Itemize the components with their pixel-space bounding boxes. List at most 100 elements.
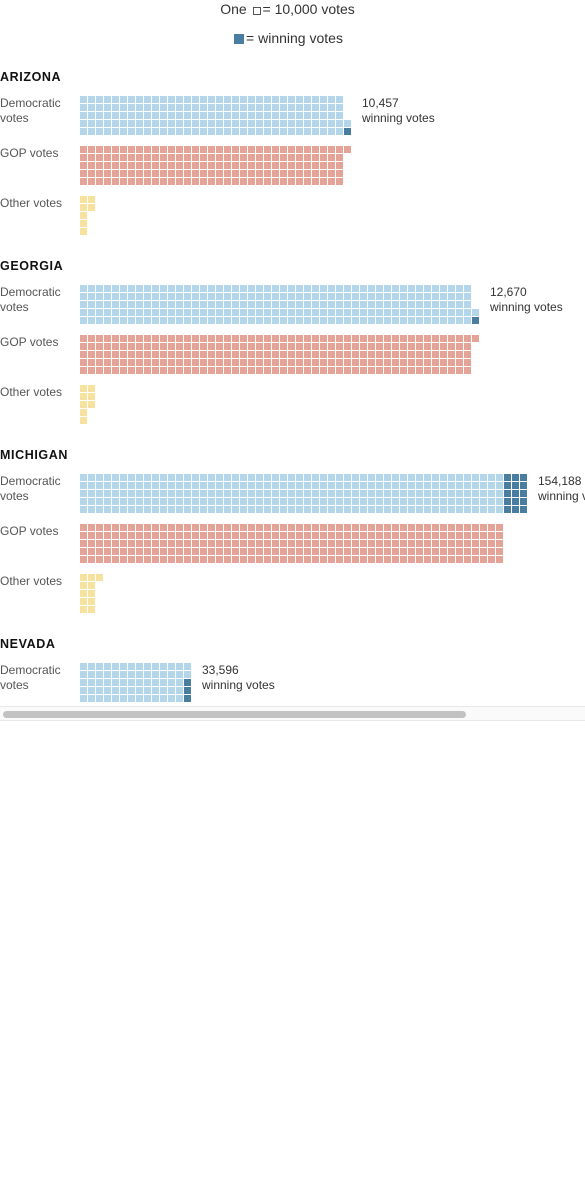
gop-vote-square [216, 524, 223, 531]
democratic-vote-square [104, 293, 111, 300]
democratic-vote-square [104, 112, 111, 119]
democratic-vote-square [200, 506, 207, 513]
gop-vote-square [176, 170, 183, 177]
horizontal-scrollbar[interactable] [0, 706, 585, 721]
gop-vote-square [184, 548, 191, 555]
other-vote-square [80, 228, 87, 235]
democratic-row-label: Democratic votes [0, 96, 61, 125]
gop-vote-square [464, 343, 471, 350]
democratic-vote-square [256, 317, 263, 324]
democratic-vote-square [272, 482, 279, 489]
democratic-vote-square [240, 96, 247, 103]
gop-vote-square [232, 532, 239, 539]
democratic-vote-square [144, 104, 151, 111]
gop-vote-square [152, 154, 159, 161]
democratic-vote-square [464, 482, 471, 489]
democratic-vote-square [480, 490, 487, 497]
gop-vote-square [360, 548, 367, 555]
dem-waffle [80, 474, 527, 513]
gop-vote-square [200, 154, 207, 161]
gop-vote-square [312, 524, 319, 531]
democratic-vote-square [256, 498, 263, 505]
democratic-vote-square [192, 96, 199, 103]
democratic-vote-square [144, 695, 151, 702]
gop-vote-square [320, 178, 327, 185]
gop-vote-square [472, 524, 479, 531]
gop-vote-square [264, 146, 271, 153]
democratic-vote-square [88, 317, 95, 324]
democratic-vote-square [328, 506, 335, 513]
democratic-vote-square [432, 474, 439, 481]
gop-vote-square [336, 556, 343, 563]
democratic-vote-square [184, 317, 191, 324]
gop-vote-square [208, 343, 215, 350]
democratic-vote-square [312, 96, 319, 103]
gop-vote-square [472, 556, 479, 563]
democratic-vote-square [248, 317, 255, 324]
democratic-vote-square [312, 482, 319, 489]
gop-vote-square [352, 359, 359, 366]
democratic-vote-square [448, 506, 455, 513]
democratic-vote-square [424, 293, 431, 300]
gop-vote-square [224, 343, 231, 350]
gop-vote-square [120, 343, 127, 350]
democratic-vote-square [408, 506, 415, 513]
gop-vote-square [336, 524, 343, 531]
gop-vote-square [344, 556, 351, 563]
chart-scroll-area[interactable]: ARIZONA Democratic votes 10,457 winning vote… [0, 60, 585, 706]
gop-vote-square [304, 351, 311, 358]
gop-vote-square [208, 367, 215, 374]
gop-vote-square [216, 170, 223, 177]
democratic-vote-square [120, 293, 127, 300]
gop-vote-square [336, 359, 343, 366]
democratic-vote-square [152, 317, 159, 324]
gop-vote-square [232, 367, 239, 374]
gop-vote-square [312, 532, 319, 539]
democratic-vote-square [80, 112, 87, 119]
democratic-vote-square [152, 128, 159, 135]
democratic-vote-square [296, 120, 303, 127]
democratic-vote-square [296, 293, 303, 300]
winning-votes-text: winning votes [362, 111, 435, 125]
gop-vote-square [192, 335, 199, 342]
democratic-vote-square [200, 474, 207, 481]
gop-vote-square [488, 532, 495, 539]
gop-vote-square [120, 335, 127, 342]
democratic-vote-square [424, 301, 431, 308]
gop-vote-square [232, 359, 239, 366]
gop-vote-square [184, 532, 191, 539]
democratic-vote-square [416, 301, 423, 308]
democratic-vote-square [168, 687, 175, 694]
democratic-vote-square [168, 474, 175, 481]
gop-vote-square [336, 154, 343, 161]
gop-vote-square [368, 532, 375, 539]
democratic-vote-square [304, 293, 311, 300]
gop-vote-square [256, 343, 263, 350]
gop-vote-square [264, 556, 271, 563]
democratic-vote-square [368, 498, 375, 505]
democratic-vote-square [144, 112, 151, 119]
gop-vote-square [384, 548, 391, 555]
gop-vote-square [464, 532, 471, 539]
gop-vote-square [400, 359, 407, 366]
scrollbar-thumb[interactable] [3, 711, 466, 718]
gop-vote-square [408, 524, 415, 531]
democratic-vote-square [200, 293, 207, 300]
gop-vote-square [160, 146, 167, 153]
gop-vote-square [96, 351, 103, 358]
democratic-vote-square [328, 293, 335, 300]
gop-vote-square [120, 556, 127, 563]
gop-vote-square [176, 359, 183, 366]
democratic-vote-square [280, 128, 287, 135]
gop-vote-square [400, 556, 407, 563]
democratic-vote-square [184, 285, 191, 292]
democratic-vote-square [112, 482, 119, 489]
democratic-vote-square [280, 112, 287, 119]
gop-vote-square [168, 359, 175, 366]
gop-vote-square [280, 154, 287, 161]
democratic-vote-square [296, 309, 303, 316]
gop-vote-square [144, 178, 151, 185]
democratic-vote-square [216, 506, 223, 513]
democratic-vote-square [344, 490, 351, 497]
empty-cell [472, 343, 479, 350]
